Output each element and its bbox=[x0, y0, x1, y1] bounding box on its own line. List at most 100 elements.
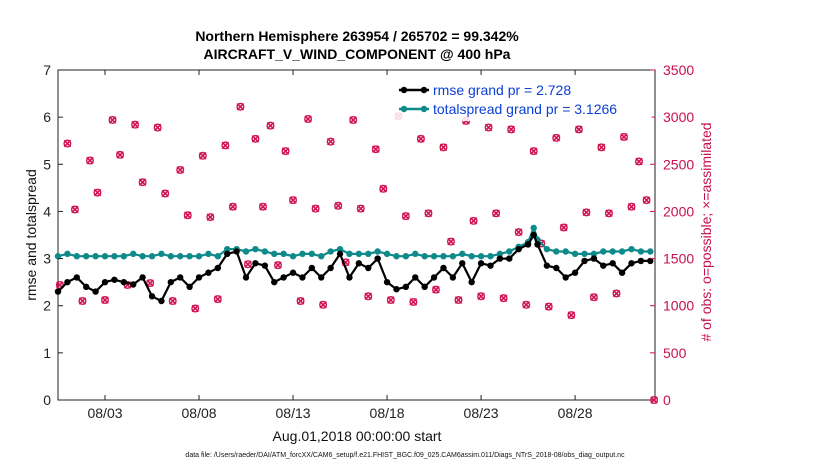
obs-possible-marker bbox=[243, 260, 252, 269]
obs-assimilated-marker bbox=[138, 178, 147, 186]
y-left-tick-label: 1 bbox=[43, 345, 51, 361]
rmse-point bbox=[101, 278, 109, 286]
y-right-tick-label: 3500 bbox=[663, 62, 694, 78]
obs-possible-marker bbox=[78, 297, 87, 306]
obs-assimilated-marker bbox=[469, 217, 478, 225]
totalspread-point bbox=[430, 253, 438, 260]
obs-possible-marker bbox=[131, 120, 140, 129]
totalspread-point bbox=[628, 245, 635, 253]
obs-assimilated-marker bbox=[522, 301, 530, 309]
obs-assimilated-marker bbox=[101, 296, 109, 304]
rmse-point bbox=[562, 274, 569, 281]
obs-assimilated-marker bbox=[289, 196, 297, 204]
legend: rmse grand pr = 2.728 totalspread grand … bbox=[394, 79, 652, 121]
obs-assimilated-marker bbox=[236, 103, 245, 111]
totalspread-point bbox=[327, 248, 334, 255]
rmse-point bbox=[477, 260, 485, 267]
rmse-point bbox=[346, 274, 353, 281]
totalspread-point bbox=[139, 253, 146, 260]
obs-assimilated-marker bbox=[274, 261, 282, 269]
rmse-point bbox=[54, 288, 62, 295]
rmse-point bbox=[421, 283, 428, 291]
obs-possible-marker bbox=[213, 295, 222, 304]
obs-assimilated-marker bbox=[417, 135, 425, 143]
legend-spread-marker bbox=[420, 105, 428, 113]
obs-possible-marker bbox=[191, 304, 200, 313]
totalspread-point bbox=[195, 253, 203, 260]
totalspread-point bbox=[496, 250, 504, 258]
chart-title-line2: AIRCRAFT_V_WIND_COMPONENT @ 400 hPa bbox=[204, 46, 511, 62]
totalspread-point bbox=[289, 253, 297, 260]
totalspread-point bbox=[92, 253, 99, 260]
totalspread-point bbox=[487, 253, 494, 260]
obs-assimilated-marker bbox=[71, 205, 79, 214]
rmse-point bbox=[524, 241, 532, 248]
x-axis-ticks: 08/03 08/08 08/13 08/18 08/23 08/28 bbox=[87, 70, 593, 421]
rmse-point bbox=[177, 274, 184, 281]
obs-possible-marker bbox=[236, 102, 245, 111]
obs-assimilated-marker bbox=[492, 209, 500, 218]
obs-assimilated-marker bbox=[560, 223, 568, 232]
rmse-point bbox=[299, 274, 306, 281]
rmse-point bbox=[571, 269, 579, 276]
rmse-point bbox=[271, 278, 278, 286]
obs-assimilated-marker bbox=[372, 145, 380, 153]
x-tick-label: 08/23 bbox=[464, 405, 499, 421]
obs-assimilated-marker bbox=[447, 237, 455, 246]
totalspread-point bbox=[299, 250, 306, 258]
obs-possible-marker bbox=[589, 293, 598, 302]
totalspread-series bbox=[54, 224, 654, 260]
obs-possible-marker bbox=[544, 302, 553, 311]
obs-possible-marker bbox=[597, 143, 606, 152]
obs-possible-marker bbox=[431, 285, 440, 294]
obs-assimilated-marker bbox=[311, 204, 320, 213]
obs-possible-marker bbox=[101, 296, 110, 305]
obs-assimilated-marker bbox=[176, 166, 184, 174]
obs-assimilated-marker bbox=[116, 151, 124, 159]
rmse-point bbox=[637, 257, 645, 265]
obs-possible-marker bbox=[446, 237, 455, 246]
totalspread-point bbox=[205, 250, 212, 258]
totalspread-point bbox=[402, 253, 410, 260]
totalspread-point bbox=[83, 253, 90, 260]
obs-possible-marker bbox=[635, 157, 644, 166]
totalspread-point bbox=[318, 253, 325, 260]
obs-assimilated-marker bbox=[552, 134, 561, 142]
obs-possible-marker bbox=[371, 145, 380, 154]
totalspread-point bbox=[530, 224, 537, 232]
obs-assimilated-marker bbox=[409, 298, 418, 306]
totalspread-point bbox=[158, 250, 165, 258]
obs-possible-marker bbox=[612, 289, 621, 298]
totalspread-point bbox=[271, 250, 278, 258]
totalspread-point bbox=[477, 253, 485, 260]
rmse-point bbox=[195, 274, 203, 281]
totalspread-point bbox=[637, 248, 645, 255]
totalspread-point bbox=[167, 253, 175, 260]
obs-possible-marker bbox=[258, 202, 267, 211]
obs-count-markers bbox=[55, 102, 659, 405]
rmse-point bbox=[355, 260, 363, 267]
obs-assimilated-marker bbox=[183, 211, 192, 219]
rmse-point bbox=[261, 262, 269, 269]
rmse-point bbox=[449, 274, 457, 281]
obs-assimilated-marker bbox=[477, 292, 485, 301]
obs-assimilated-marker bbox=[597, 143, 606, 152]
totalspread-point bbox=[308, 250, 316, 258]
x-tick-label: 08/03 bbox=[87, 405, 122, 421]
legend-box bbox=[394, 79, 652, 121]
y-left-tick-label: 2 bbox=[43, 298, 51, 314]
obs-possible-marker bbox=[183, 211, 192, 220]
rmse-point bbox=[628, 260, 635, 267]
y-left-tick-label: 7 bbox=[43, 62, 51, 78]
totalspread-point bbox=[562, 248, 569, 255]
obs-possible-marker bbox=[559, 223, 568, 232]
totalspread-point bbox=[365, 250, 372, 258]
rmse-point bbox=[336, 250, 344, 258]
totalspread-point bbox=[130, 250, 137, 258]
obs-possible-marker bbox=[304, 115, 313, 124]
totalspread-point bbox=[54, 253, 62, 260]
y-axis-left-ticks: 0 1 2 3 4 5 6 7 bbox=[43, 62, 63, 408]
obs-assimilated-marker bbox=[514, 228, 523, 236]
rmse-point bbox=[92, 288, 99, 295]
